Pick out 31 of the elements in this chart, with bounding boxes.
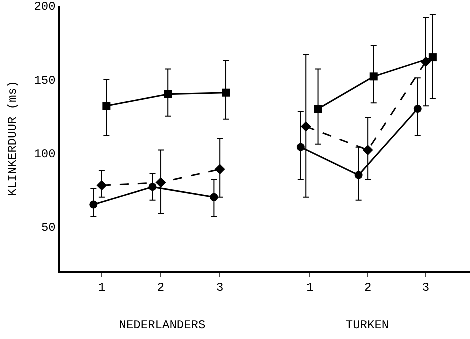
x-tick-label: 3 [422,281,430,296]
point [314,105,322,114]
point [214,164,226,175]
y-tick-label: 150 [34,74,56,88]
point [210,193,218,202]
point [300,122,312,132]
y-tick-label: 50 [41,221,56,236]
y-axis-title: KLINKERDUUR (ms) [6,80,20,196]
point [362,145,374,156]
point [414,105,422,114]
point [296,143,305,152]
x-axis-title: NEDERLANDERS [119,318,206,333]
point [96,180,108,191]
point [164,90,172,98]
y-tick-label: 100 [34,147,56,162]
point [370,72,378,81]
point [354,171,363,180]
x-axis-title: TURKEN [346,318,390,333]
x-tick-label: 2 [157,281,165,296]
point [222,88,230,97]
point [428,54,437,62]
x-tick-label: 1 [306,281,314,296]
x-tick-label: 3 [216,281,224,296]
point [156,177,166,188]
point [90,200,98,209]
point [148,183,157,192]
x-tick-label: 1 [98,281,106,296]
point [420,56,432,68]
y-tick-label: 200 [34,0,56,14]
x-tick-label: 2 [364,281,372,296]
point [102,102,111,110]
